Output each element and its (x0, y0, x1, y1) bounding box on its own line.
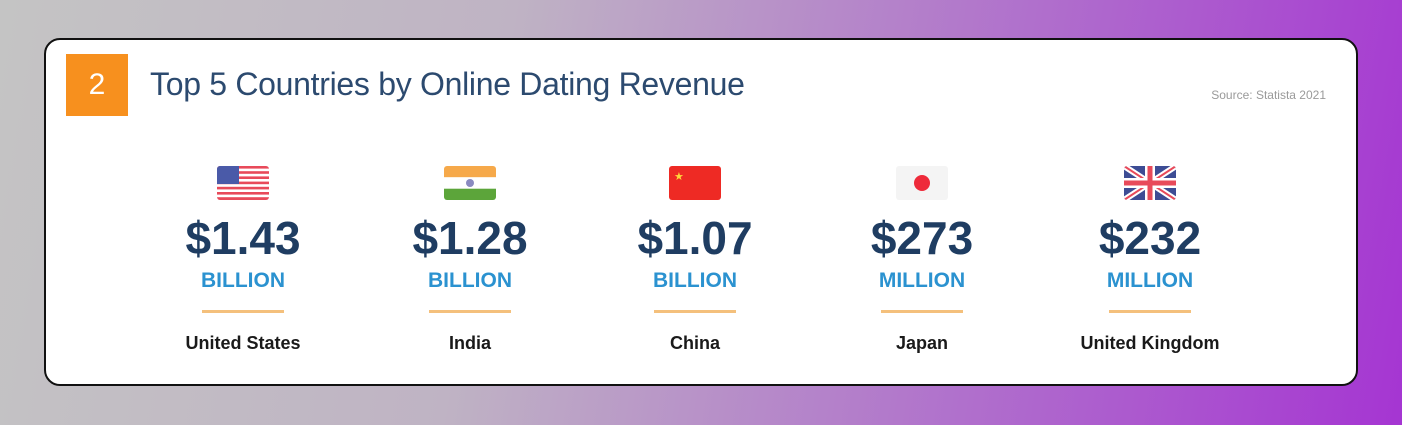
revenue-unit: BILLION (201, 269, 285, 292)
source-note: Source: Statista 2021 (1211, 88, 1326, 102)
infographic-card: 2 Top 5 Countries by Online Dating Reven… (44, 38, 1358, 386)
us-flag-icon (217, 166, 269, 200)
revenue-unit: BILLION (428, 269, 512, 292)
divider (202, 310, 284, 313)
uk-flag-icon (1124, 166, 1176, 200)
divider (654, 310, 736, 313)
svg-text:★: ★ (674, 171, 684, 183)
country-stat-india: $1.28 BILLION India (360, 166, 580, 354)
country-stat-uk: $232 MILLION United Kingdom (1040, 166, 1260, 354)
revenue-unit: MILLION (878, 269, 966, 292)
country-name: India (448, 333, 491, 353)
revenue-amount: $1.28 (412, 212, 528, 264)
revenue-amount: $1.43 (185, 212, 301, 264)
revenue-amount: $273 (870, 212, 974, 264)
country-name: United States (185, 333, 301, 353)
divider (429, 310, 511, 313)
country-name: China (669, 333, 720, 353)
country-stat-us: $1.43 BILLION United States (133, 166, 353, 354)
revenue-amount: $232 (1098, 212, 1202, 264)
revenue-amount: $1.07 (637, 212, 753, 264)
japan-flag-icon (896, 166, 948, 200)
india-flag-icon (444, 166, 496, 200)
divider (1109, 310, 1191, 313)
country-stat-china: ★ $1.07 BILLION China (585, 166, 805, 354)
country-name: Japan (895, 333, 949, 353)
country-stat-japan: $273 MILLION Japan (812, 166, 1032, 354)
revenue-unit: BILLION (653, 269, 737, 292)
country-name: United Kingdom (1080, 333, 1220, 353)
revenue-unit: MILLION (1106, 269, 1194, 292)
divider (881, 310, 963, 313)
rank-badge: 2 (66, 54, 128, 116)
infographic-title: Top 5 Countries by Online Dating Revenue (150, 66, 745, 102)
china-flag-icon: ★ (669, 166, 721, 200)
